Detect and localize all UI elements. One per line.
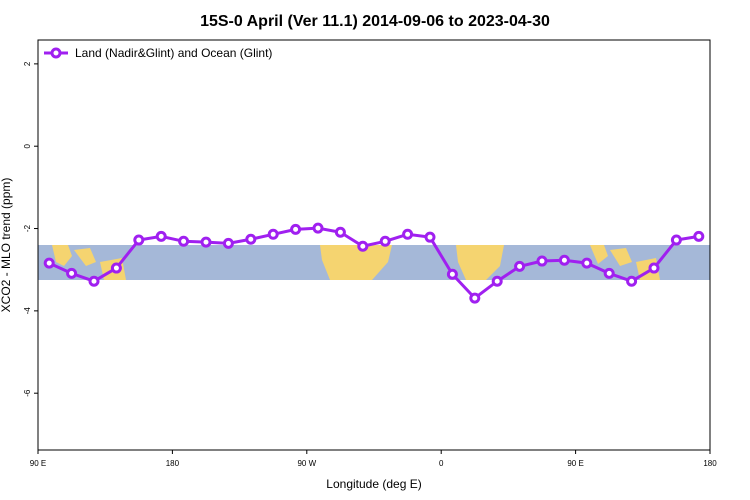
point [267,228,279,240]
point [491,275,503,287]
point [469,292,481,304]
x-tick-label: 90 E [567,459,583,468]
y-tick-label: -4 [23,307,32,315]
x-axis-label: Longitude (deg E) [326,477,421,491]
point [133,234,145,246]
point [626,275,638,287]
point [424,231,436,243]
point [155,230,167,242]
x-tick-label: 90 W [297,459,316,468]
point [402,228,414,240]
y-tick-label: 2 [23,61,32,66]
point [43,257,55,269]
point [110,262,122,274]
y-tick-label: -2 [23,224,32,232]
point [290,223,302,235]
y-axis-label: XCO2 - MLO trend (ppm) [0,178,13,313]
point [670,234,682,246]
point [334,226,346,238]
x-tick-label: 180 [703,459,717,468]
point [357,240,369,252]
y-tick-label: 0 [23,143,32,148]
x-tick-label: 0 [439,459,444,468]
map-band [38,245,710,280]
point [245,233,257,245]
legend-marker [50,47,62,59]
point [379,235,391,247]
x-tick-label: 180 [166,459,180,468]
point [648,262,660,274]
point [312,222,324,234]
plot-frame [37,39,711,451]
point [88,275,100,287]
point [222,237,234,249]
point [178,235,190,247]
point [536,255,548,267]
point [603,267,615,279]
point [200,236,212,248]
point [66,267,78,279]
point [446,268,458,280]
point [558,254,570,266]
legend-label: Land (Nadir&Glint) and Ocean (Glint) [75,46,272,60]
y-tick-label: -6 [23,389,32,397]
point [514,260,526,272]
point [693,230,705,242]
chart-title: 15S-0 April (Ver 11.1) 2014-09-06 to 202… [200,13,550,30]
point [581,257,593,269]
x-tick-label: 90 E [30,459,46,468]
